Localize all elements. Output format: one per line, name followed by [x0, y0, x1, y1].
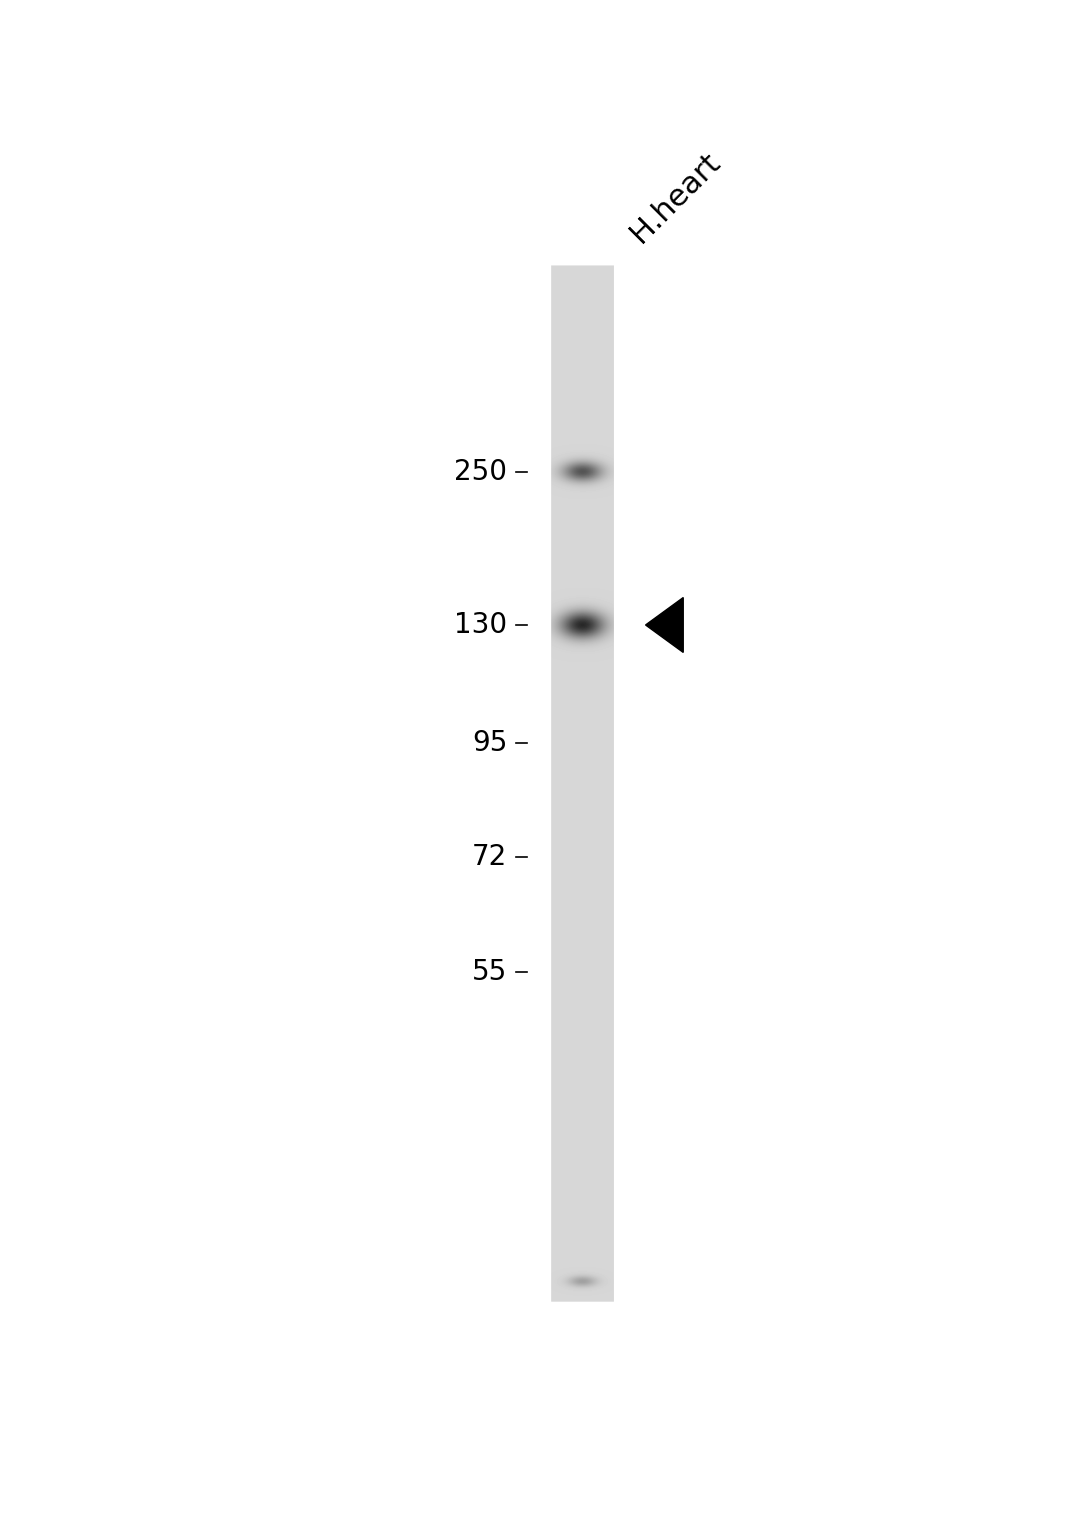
- Text: 250: 250: [455, 457, 508, 486]
- Text: 72: 72: [472, 842, 508, 872]
- Text: 55: 55: [472, 959, 508, 986]
- Text: 95: 95: [472, 729, 508, 757]
- Text: H.heart: H.heart: [624, 147, 726, 248]
- Text: 130: 130: [455, 612, 508, 639]
- Polygon shape: [646, 598, 684, 653]
